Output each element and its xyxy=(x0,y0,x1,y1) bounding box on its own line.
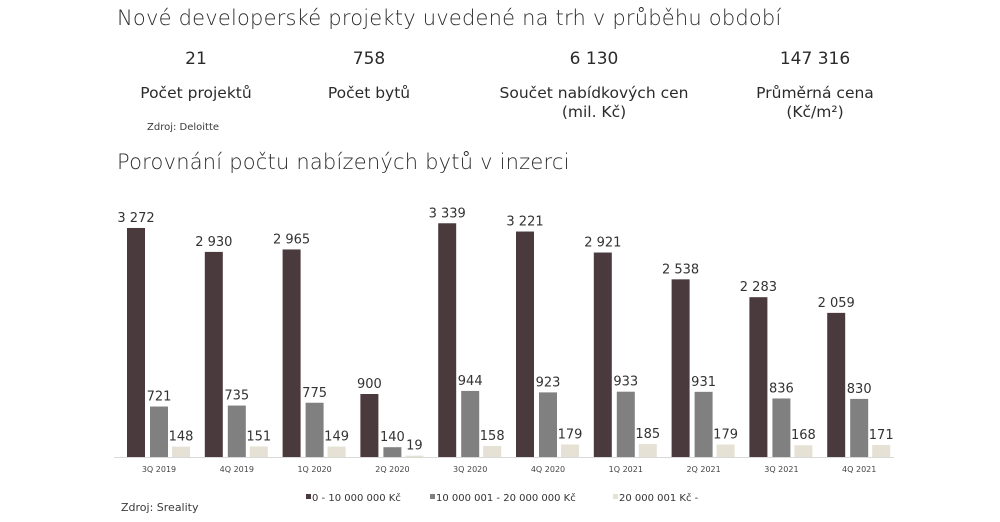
data-label: 923 xyxy=(536,375,561,390)
data-label: 2 930 xyxy=(195,235,232,250)
bar xyxy=(172,446,190,457)
kpi-price-sum: 6 130 Součet nabídkových cen (mil. Kč) xyxy=(474,46,714,122)
x-tick-label: 3Q 2020 xyxy=(453,465,487,474)
data-label: 168 xyxy=(791,428,816,443)
kpi-average-price: 147 316 Průměrná cena (Kč/m²) xyxy=(735,46,895,122)
legend-label: 20 000 001 Kč - xyxy=(619,492,699,504)
data-label: 735 xyxy=(224,389,249,404)
x-tick-label: 4Q 2020 xyxy=(531,465,565,474)
data-label: 2 283 xyxy=(740,280,777,295)
x-tick-label: 3Q 2019 xyxy=(142,465,176,474)
bar xyxy=(716,444,735,457)
kpi-label: Počet projektů xyxy=(140,84,252,102)
kpi-unit: (Kč/m²) xyxy=(786,103,844,121)
bar xyxy=(383,447,402,457)
bar xyxy=(872,445,891,457)
data-label: 149 xyxy=(324,430,349,445)
legend-label: 10 000 001 - 20 000 000 Kč xyxy=(436,492,576,504)
kpi-label: Průměrná cena xyxy=(756,84,874,102)
bar xyxy=(150,406,168,457)
kpi-value: 147 316 xyxy=(779,49,851,69)
bar xyxy=(204,251,223,457)
data-label: 148 xyxy=(169,430,194,445)
bar xyxy=(749,297,768,457)
data-label: 933 xyxy=(613,375,638,390)
bar xyxy=(405,455,424,457)
bar xyxy=(360,394,379,457)
bar xyxy=(127,227,145,457)
kpi-projects: 21 Počet projektů xyxy=(126,46,266,103)
bar xyxy=(850,398,869,457)
data-label: 185 xyxy=(635,427,660,442)
bar xyxy=(327,446,346,457)
data-label: 900 xyxy=(357,377,382,392)
data-label: 3 272 xyxy=(117,211,154,226)
legend-swatch xyxy=(430,494,435,499)
x-tick-label: 4Q 2019 xyxy=(220,465,254,474)
kpi-flats: 758 Počet bytů xyxy=(299,46,439,103)
data-label: 2 059 xyxy=(818,296,855,311)
data-label: 3 221 xyxy=(506,215,543,230)
data-label: 830 xyxy=(847,382,872,397)
chart-title: Porovnání počtu nabízených bytů v inzerc… xyxy=(117,150,570,174)
data-label: 179 xyxy=(558,427,583,442)
bar xyxy=(438,223,457,457)
x-tick-label: 1Q 2020 xyxy=(297,465,331,474)
data-label: 158 xyxy=(480,429,505,444)
x-tick-label: 4Q 2021 xyxy=(842,465,876,474)
bar xyxy=(516,231,534,457)
legend-swatch xyxy=(613,494,618,499)
data-label: 2 538 xyxy=(662,262,699,277)
data-label: 179 xyxy=(713,427,738,442)
bar xyxy=(539,392,557,457)
bar xyxy=(772,398,791,457)
kpi-label: Součet nabídkových cen xyxy=(499,84,689,102)
bar xyxy=(461,390,480,457)
data-label: 721 xyxy=(147,390,172,405)
data-label: 171 xyxy=(869,428,894,443)
data-label: 140 xyxy=(380,430,405,445)
kpi-value: 758 xyxy=(352,49,386,69)
data-label: 836 xyxy=(769,381,794,396)
x-tick-label: 2Q 2020 xyxy=(375,465,409,474)
kpi-unit: (mil. Kč) xyxy=(561,103,627,121)
data-label: 151 xyxy=(246,429,271,444)
chart-source: Zdroj: Sreality xyxy=(121,501,199,514)
bar xyxy=(694,391,713,457)
bar xyxy=(616,391,635,457)
data-label: 19 xyxy=(406,439,423,454)
bar xyxy=(227,405,246,457)
kpi-value: 6 130 xyxy=(569,49,619,69)
kpi-source: Zdroj: Deloitte xyxy=(147,122,220,133)
bar xyxy=(593,252,612,457)
data-label: 3 339 xyxy=(429,206,466,221)
data-label: 931 xyxy=(691,375,716,390)
bar xyxy=(305,402,324,457)
kpi-label: Počet bytů xyxy=(327,84,411,102)
bar xyxy=(483,445,502,457)
x-tick-label: 2Q 2021 xyxy=(686,465,720,474)
x-tick-label: 1Q 2021 xyxy=(609,465,643,474)
page-title: Nové developerské projekty uvedené na tr… xyxy=(117,6,782,30)
bar xyxy=(794,445,813,457)
legend-swatch xyxy=(306,494,311,499)
kpi-value: 21 xyxy=(185,49,207,69)
x-tick-label: 3Q 2021 xyxy=(764,465,798,474)
data-label: 2 965 xyxy=(273,232,310,247)
bar xyxy=(638,444,657,457)
bar xyxy=(827,312,846,457)
bar xyxy=(561,444,579,457)
data-label: 944 xyxy=(458,374,483,389)
bar xyxy=(249,446,268,457)
data-label: 2 921 xyxy=(584,236,621,251)
data-label: 775 xyxy=(302,386,327,401)
legend-label: 0 - 10 000 000 Kč xyxy=(312,492,401,504)
bar xyxy=(282,249,301,457)
bar xyxy=(671,279,690,457)
